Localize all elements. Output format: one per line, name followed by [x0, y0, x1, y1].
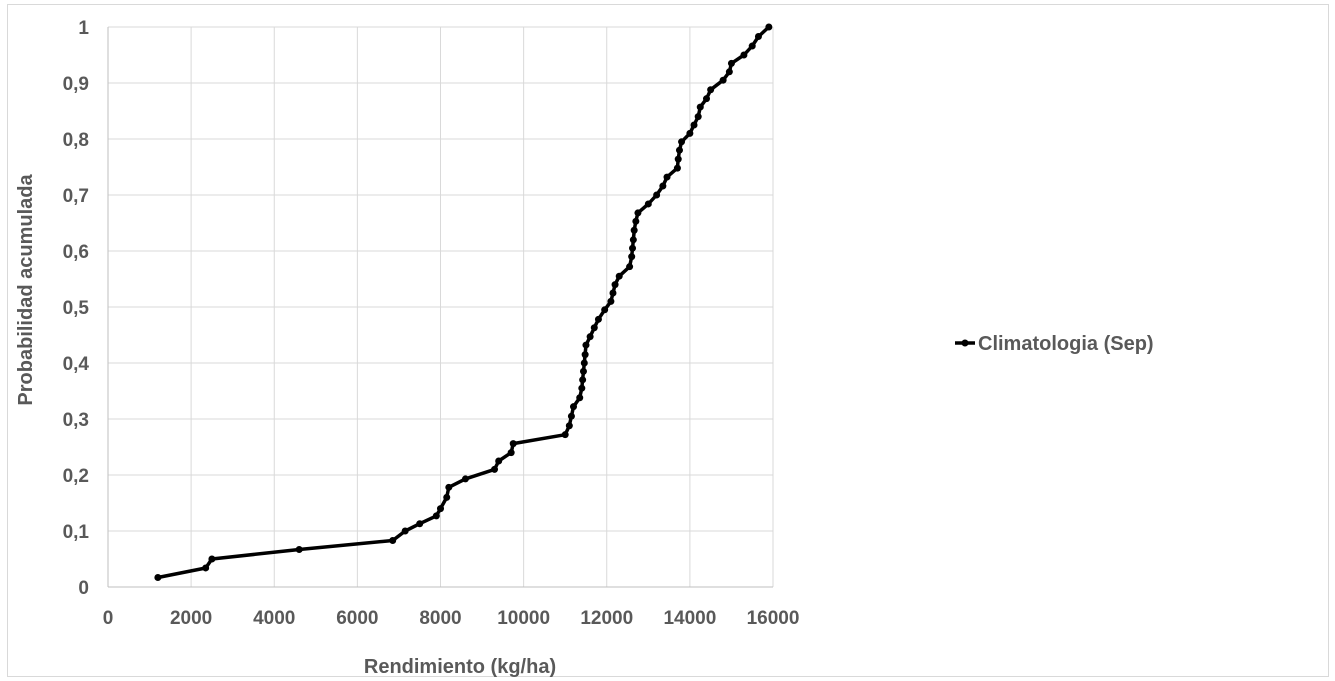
data-point	[581, 351, 589, 359]
gridlines	[108, 26, 774, 587]
data-point	[445, 483, 453, 491]
y-tick-label: 0,9	[63, 74, 89, 95]
data-point	[628, 253, 636, 261]
x-tick-label: 12000	[580, 608, 633, 629]
x-tick-label: 2000	[170, 608, 212, 629]
data-point	[690, 121, 698, 129]
data-point	[754, 33, 762, 41]
data-point	[696, 103, 704, 111]
x-axis-title: Rendimiento (kg/ha)	[364, 656, 556, 678]
data-point	[663, 173, 671, 181]
data-point	[401, 527, 409, 535]
data-point	[632, 217, 640, 225]
data-point	[674, 155, 682, 163]
data-point	[630, 226, 638, 234]
data-point	[703, 95, 710, 103]
data-point	[507, 449, 515, 457]
data-point	[611, 281, 619, 289]
data-point	[694, 113, 702, 121]
data-point	[561, 431, 569, 439]
data-point	[578, 384, 586, 392]
data-point	[295, 545, 303, 553]
data-point	[748, 42, 756, 50]
data-point	[579, 367, 587, 375]
data-point	[202, 564, 210, 572]
data-point	[719, 76, 727, 84]
data-point	[491, 465, 499, 473]
data-point	[740, 51, 748, 59]
data-point	[437, 505, 444, 513]
data-point	[567, 412, 575, 420]
data-point	[615, 272, 623, 280]
y-tick-label: 0,8	[63, 130, 89, 151]
data-point	[594, 315, 602, 323]
data-point	[707, 86, 715, 94]
y-tick-label: 0,6	[63, 242, 89, 263]
y-tick-label: 1	[78, 18, 89, 39]
y-tick-label: 0,7	[63, 186, 89, 207]
y-axis-title: Probabilidad acumulada	[15, 174, 37, 406]
data-point	[629, 236, 637, 244]
data-point	[570, 403, 577, 411]
data-point	[686, 129, 694, 137]
data-point	[432, 512, 440, 520]
data-point	[678, 138, 686, 146]
data-point	[601, 306, 609, 314]
legend-marker	[961, 339, 969, 347]
data-point	[586, 333, 594, 341]
data-point	[675, 146, 683, 154]
data-point	[580, 359, 588, 367]
data-point	[443, 493, 451, 501]
x-tick-label: 8000	[419, 608, 461, 629]
data-point	[626, 263, 634, 271]
data-point	[725, 68, 733, 76]
data-point	[565, 422, 573, 430]
data-point	[673, 164, 681, 172]
legend: Climatologia (Sep)	[955, 333, 1154, 355]
x-tick-label: 10000	[497, 608, 550, 629]
data-point	[590, 324, 598, 332]
data-point	[765, 23, 773, 31]
data-point	[416, 520, 424, 528]
data-point	[389, 537, 397, 545]
chart-frame	[7, 4, 1329, 677]
y-tick-label: 0,4	[63, 354, 90, 375]
x-tick-label: 4000	[253, 608, 295, 629]
data-point	[495, 457, 503, 465]
axes	[107, 27, 773, 588]
series-line	[157, 25, 770, 580]
series-layer	[154, 23, 773, 581]
data-point	[653, 191, 661, 199]
data-point	[208, 555, 216, 563]
data-point	[659, 182, 667, 190]
y-tick-label: 0,5	[63, 298, 90, 319]
data-point	[579, 376, 587, 384]
data-point	[607, 297, 615, 305]
y-tick-label: 0,2	[63, 466, 89, 487]
y-tick-label: 0	[78, 578, 89, 599]
data-point	[629, 244, 637, 252]
legend-label: Climatologia (Sep)	[978, 333, 1154, 355]
x-tick-label: 14000	[663, 608, 716, 629]
x-tick-label: 16000	[747, 608, 800, 629]
x-tick-label: 0	[103, 608, 114, 629]
data-point	[727, 59, 735, 67]
data-point	[582, 341, 590, 349]
y-tick-label: 0,3	[63, 410, 89, 431]
data-point	[609, 289, 617, 297]
data-point	[576, 394, 584, 402]
data-point	[634, 209, 642, 217]
x-tick-label: 6000	[336, 608, 378, 629]
tick-labels: 0 2000 4000 6000 8000 10000 12000 14000 16000 0 0,…	[63, 18, 800, 629]
y-tick-label: 0,1	[63, 522, 90, 543]
data-point	[509, 440, 517, 448]
data-point	[154, 573, 162, 581]
data-point	[461, 475, 469, 483]
data-point	[644, 200, 652, 208]
